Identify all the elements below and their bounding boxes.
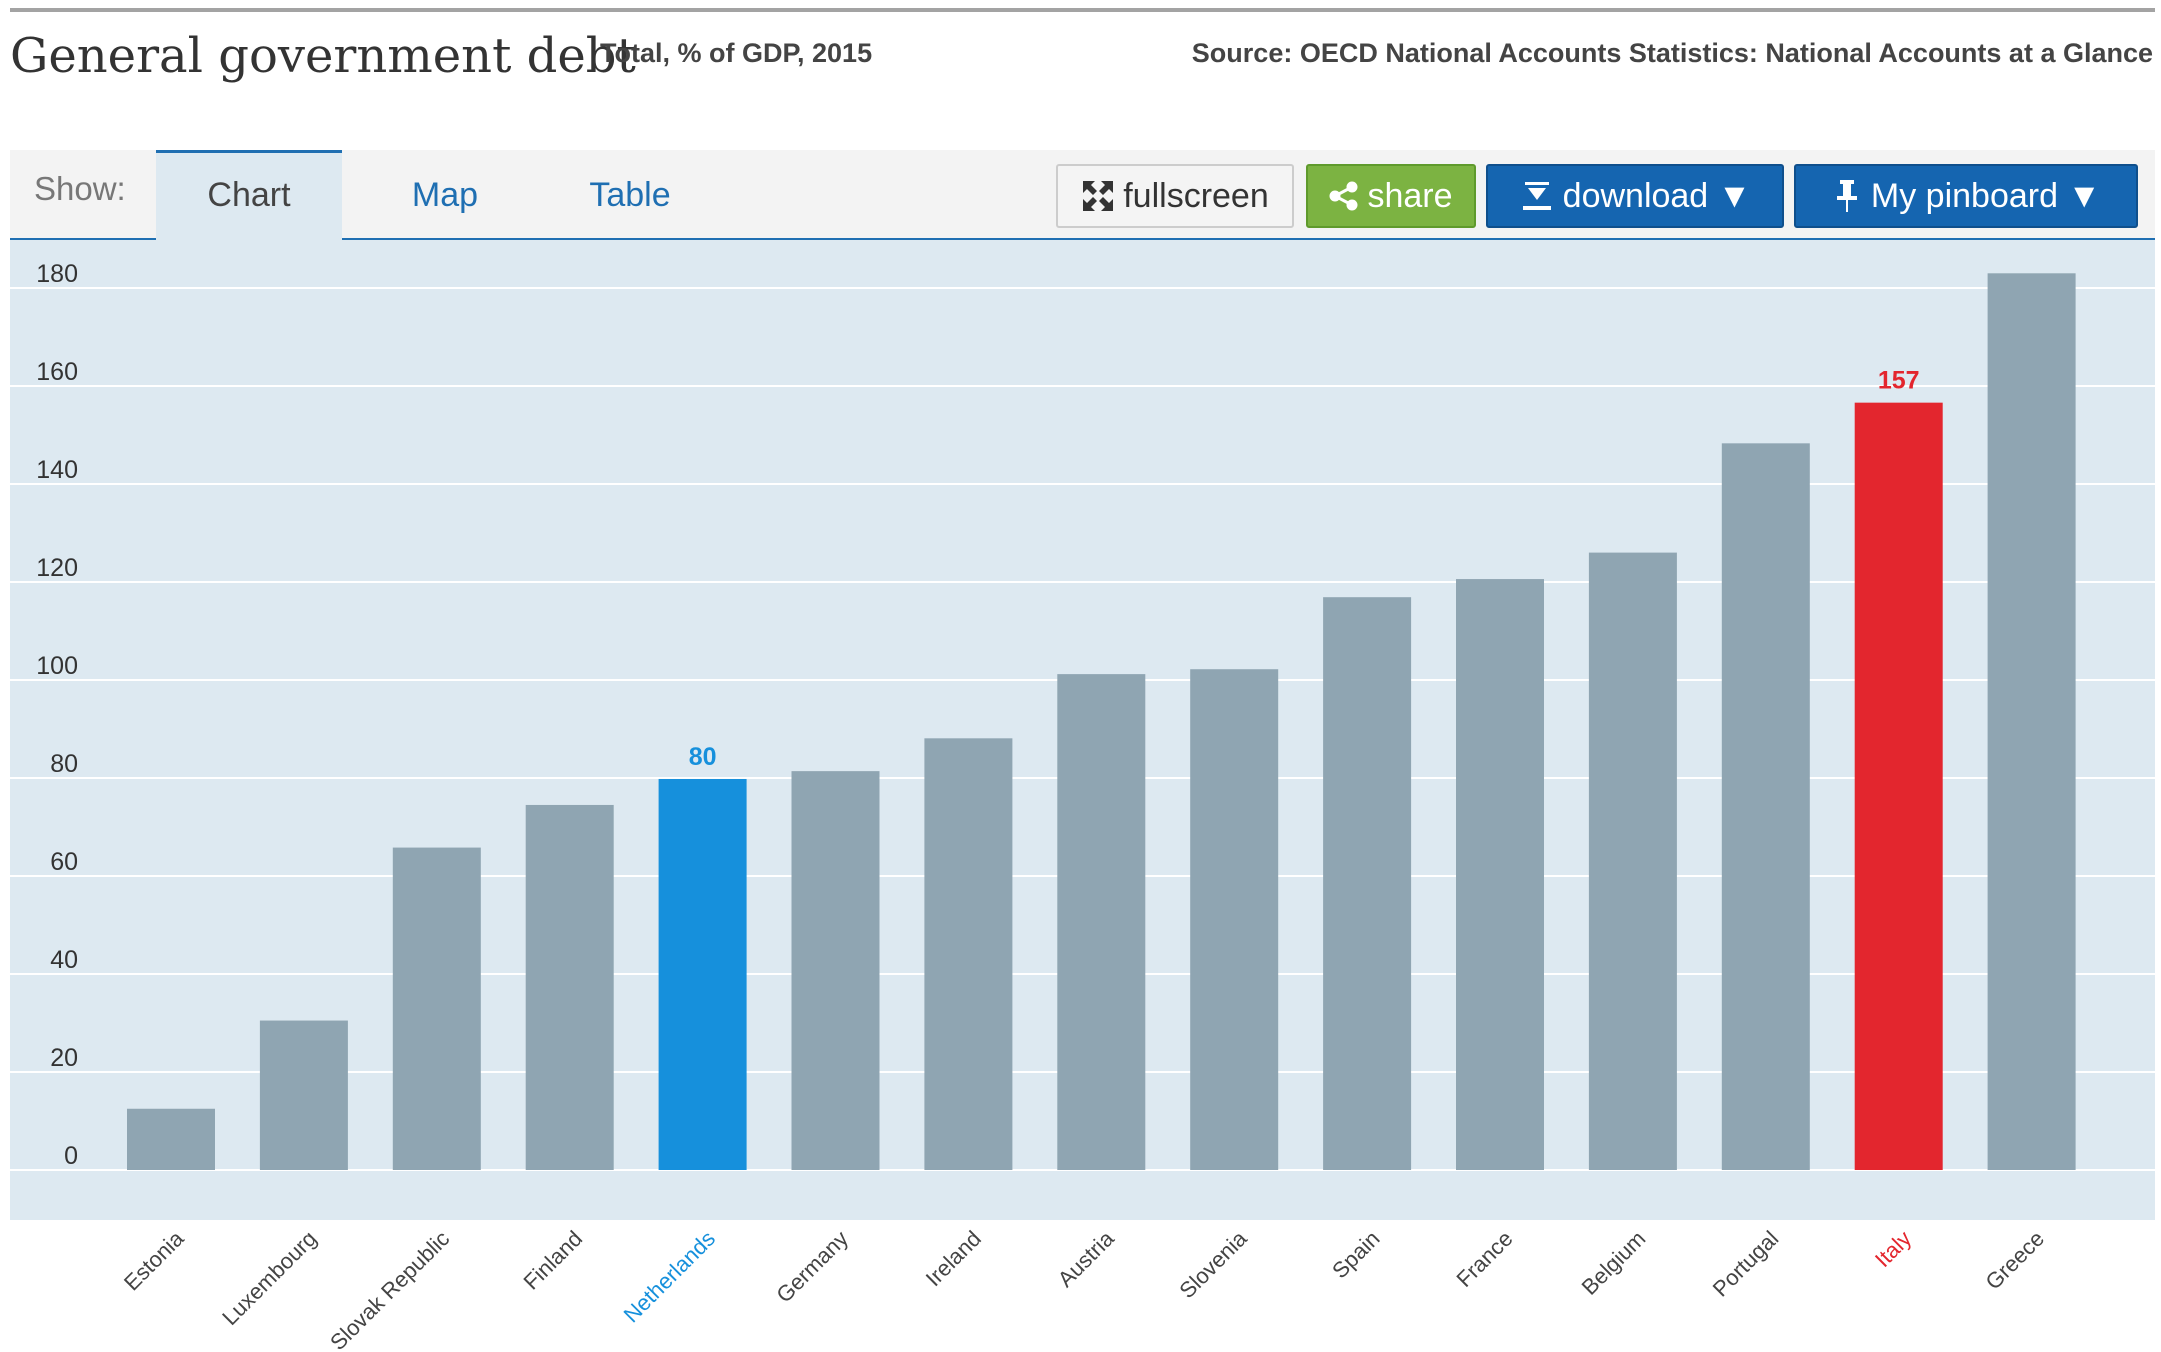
x-tick-label: Austria xyxy=(1053,1225,1120,1292)
y-tick-label: 80 xyxy=(50,750,78,778)
y-tick-label: 40 xyxy=(50,946,78,974)
bar-france[interactable] xyxy=(1456,579,1544,1170)
x-tick-label: Portugal xyxy=(1708,1226,1784,1302)
bar-ireland[interactable] xyxy=(924,738,1013,1170)
x-tick-label: Italy xyxy=(1870,1226,1916,1272)
x-tick-label: Finland xyxy=(519,1226,588,1295)
x-tick-label: Belgium xyxy=(1577,1226,1651,1300)
tab-table[interactable]: Table xyxy=(589,176,671,214)
y-tick-label: 160 xyxy=(36,358,78,386)
bar-chart: 0 20 40 60 80 100 120 140 160 180 80 157 Estonia Lu… xyxy=(10,240,2155,1352)
pushpin-icon xyxy=(1836,180,1857,212)
y-tick-label: 140 xyxy=(36,456,78,484)
bar-austria[interactable] xyxy=(1057,674,1146,1170)
header: General government debt Total, % of GDP,… xyxy=(0,20,2161,90)
y-tick-label: 100 xyxy=(36,652,78,680)
x-tick-label: Spain xyxy=(1327,1226,1384,1283)
pinboard-button[interactable]: My pinboard ▼ xyxy=(1794,164,2138,228)
chart-subtitle: Total, % of GDP, 2015 xyxy=(600,38,873,68)
show-label: Show: xyxy=(34,170,126,207)
x-tick-label: Ireland xyxy=(921,1226,986,1291)
toolbar: Show: Chart Map Table fullscreen share xyxy=(10,150,2155,240)
bar-spain[interactable] xyxy=(1323,597,1412,1170)
x-tick-label: Luxembourg xyxy=(217,1226,321,1330)
y-tick-label: 60 xyxy=(50,848,78,876)
bar-slovak-republic[interactable] xyxy=(392,847,481,1170)
bar-finland[interactable] xyxy=(525,804,614,1170)
fullscreen-label: fullscreen xyxy=(1123,176,1269,215)
x-tick-label: Estonia xyxy=(119,1225,189,1295)
bar-germany[interactable] xyxy=(791,771,880,1170)
data-label: 157 xyxy=(1878,367,1920,395)
download-arrow-icon xyxy=(1522,182,1551,210)
bar-luxembourg[interactable] xyxy=(259,1020,348,1170)
share-icon xyxy=(1329,181,1358,211)
tab-chart[interactable]: Chart xyxy=(156,150,342,240)
y-axis-ticks: 0 20 40 60 80 100 120 140 160 180 xyxy=(36,260,78,1170)
pinboard-label: My pinboard ▼ xyxy=(1870,176,2102,215)
y-tick-label: 180 xyxy=(36,260,78,288)
fullscreen-button[interactable]: fullscreen xyxy=(1056,164,1294,228)
bar-netherlands[interactable] xyxy=(658,778,747,1170)
bar-belgium[interactable] xyxy=(1588,552,1677,1170)
expand-arrows-icon xyxy=(1083,181,1114,211)
y-tick-label: 20 xyxy=(50,1044,78,1072)
bar-estonia[interactable] xyxy=(127,1108,215,1170)
y-tick-label: 0 xyxy=(64,1142,78,1170)
data-labels: 80 157 xyxy=(689,367,1920,771)
top-rule xyxy=(10,8,2155,12)
x-tick-label: Slovak Republic xyxy=(325,1226,454,1352)
x-tick-label: Germany xyxy=(771,1226,853,1308)
x-tick-label: Greece xyxy=(1980,1226,2049,1295)
bar-greece[interactable] xyxy=(1987,273,2076,1170)
share-button[interactable]: share xyxy=(1306,164,1476,228)
bars xyxy=(127,273,2076,1170)
download-button[interactable]: download ▼ xyxy=(1486,164,1784,228)
bar-italy[interactable] xyxy=(1854,402,1943,1170)
bar-portugal[interactable] xyxy=(1721,443,1810,1170)
x-tick-label: Netherlands xyxy=(619,1226,721,1328)
share-label: share xyxy=(1367,176,1453,215)
bar-slovenia[interactable] xyxy=(1190,669,1279,1170)
x-tick-label: France xyxy=(1451,1226,1517,1292)
download-label: download ▼ xyxy=(1562,176,1752,215)
y-tick-label: 120 xyxy=(36,554,78,582)
source-note: Source: OECD National Accounts Statistic… xyxy=(1191,38,2153,68)
page-title: General government debt xyxy=(10,28,636,84)
x-tick-label: Slovenia xyxy=(1174,1225,1252,1303)
data-label: 80 xyxy=(689,743,717,771)
x-axis-ticks: Estonia Luxembourg Slovak Republic Finland N… xyxy=(119,1225,2049,1352)
tab-map[interactable]: Map xyxy=(411,176,479,214)
